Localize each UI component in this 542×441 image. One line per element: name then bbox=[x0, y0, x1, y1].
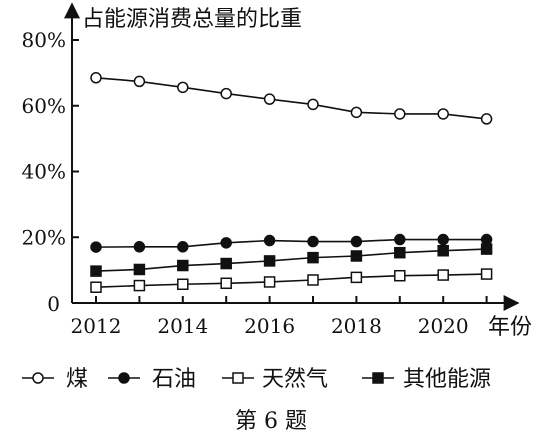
x-tick-label: 2014 bbox=[157, 314, 208, 338]
data-point bbox=[437, 233, 449, 246]
legend-marker bbox=[32, 372, 44, 384]
data-point bbox=[307, 274, 319, 286]
legend-label: 其他能源 bbox=[403, 367, 491, 392]
data-point bbox=[177, 81, 189, 94]
legend-marker bbox=[372, 372, 384, 384]
data-point bbox=[350, 106, 363, 119]
data-point bbox=[177, 259, 189, 272]
legend-label: 石油 bbox=[152, 367, 196, 392]
data-point bbox=[307, 98, 319, 111]
data-point bbox=[480, 113, 493, 125]
data-point bbox=[90, 265, 102, 277]
series-line-2 bbox=[95, 273, 487, 289]
data-point bbox=[90, 281, 102, 293]
series-markers bbox=[90, 72, 493, 293]
series-line-1 bbox=[95, 238, 487, 248]
origin-label: 0 bbox=[47, 292, 60, 316]
series-lines bbox=[95, 77, 487, 289]
data-point bbox=[480, 243, 493, 255]
data-point bbox=[133, 263, 146, 276]
data-point bbox=[350, 250, 363, 262]
data-point bbox=[133, 241, 146, 253]
y-tick-label: 40% bbox=[22, 160, 66, 184]
data-point bbox=[90, 241, 102, 253]
data-point bbox=[220, 237, 232, 249]
x-axis-title: 年份 bbox=[488, 315, 532, 340]
data-point bbox=[394, 233, 406, 246]
data-point bbox=[133, 279, 146, 292]
axes bbox=[64, 2, 520, 311]
y-axis-title: 占能源消费总量的比重 bbox=[82, 7, 302, 32]
data-point bbox=[394, 108, 406, 120]
y-tick-label: 20% bbox=[22, 225, 66, 249]
data-point bbox=[263, 93, 276, 105]
data-point bbox=[90, 72, 102, 84]
data-point bbox=[220, 277, 232, 290]
data-point bbox=[307, 251, 319, 264]
data-point bbox=[220, 87, 232, 100]
data-point bbox=[394, 269, 406, 282]
data-point bbox=[394, 246, 406, 259]
y-tick-label: 80% bbox=[22, 28, 66, 52]
data-point bbox=[133, 75, 146, 88]
x-tick-label: 2016 bbox=[244, 314, 295, 338]
x-tick-label: 2020 bbox=[418, 314, 469, 338]
legend-marker bbox=[232, 372, 244, 384]
data-point bbox=[263, 255, 276, 267]
series-line-3 bbox=[95, 248, 487, 272]
data-point bbox=[350, 271, 363, 284]
data-point bbox=[177, 241, 189, 253]
legend: 煤 石油 天然气 其他能源 bbox=[22, 367, 491, 392]
data-point bbox=[220, 257, 232, 270]
data-point bbox=[437, 108, 449, 120]
data-point bbox=[437, 244, 449, 257]
y-tick-label: 60% bbox=[22, 94, 66, 118]
data-point bbox=[350, 235, 363, 248]
legend-marker bbox=[118, 372, 130, 384]
data-point bbox=[480, 268, 493, 280]
data-point bbox=[437, 269, 449, 281]
legend-label: 煤 bbox=[66, 367, 88, 392]
x-tick-label: 2012 bbox=[71, 314, 122, 338]
data-point bbox=[307, 235, 319, 248]
x-tick-label: 2018 bbox=[331, 314, 382, 338]
data-point bbox=[263, 234, 276, 247]
data-point bbox=[263, 276, 276, 288]
data-point bbox=[177, 278, 189, 291]
data-point bbox=[480, 233, 493, 246]
series-line-0 bbox=[95, 77, 487, 120]
tick-labels: 80% 60% 40% 20% 0 2012 2014 2016 2018 2020 占能源消费总量… bbox=[22, 7, 532, 340]
figure-caption: 第 6 题 bbox=[235, 409, 307, 434]
legend-label: 天然气 bbox=[262, 367, 328, 392]
